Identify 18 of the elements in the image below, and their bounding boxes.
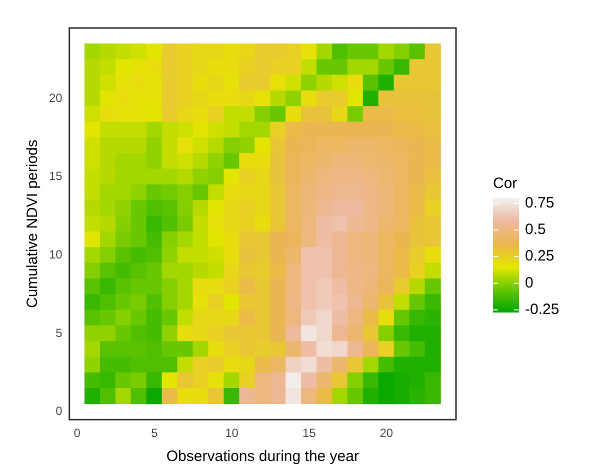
x-axis-title: Observations during the year <box>166 448 359 466</box>
x-tick-label: 20 <box>380 426 394 440</box>
y-tick-label: 0 <box>56 404 63 418</box>
x-tick-label: 15 <box>302 426 316 440</box>
x-tick-label: 10 <box>225 426 239 440</box>
color-bar-label: 0.75 <box>525 194 554 212</box>
x-tick-label: 0 <box>74 426 81 440</box>
y-tick-label: 5 <box>56 326 63 340</box>
color-bar-label: -0.25 <box>525 301 560 318</box>
y-tick-label: 20 <box>48 90 63 105</box>
color-bar-label: 0.25 <box>525 248 554 265</box>
x-tick-label: 5 <box>151 426 158 440</box>
legend-title: Cor <box>493 175 518 192</box>
color-bar-label: 0.5 <box>525 221 546 238</box>
y-tick-label: 15 <box>48 169 63 184</box>
y-tick-label: 10 <box>48 247 63 262</box>
y-axis-title: Cumulative NDVI periods <box>24 140 42 308</box>
color-bar-label: 0 <box>525 274 534 292</box>
